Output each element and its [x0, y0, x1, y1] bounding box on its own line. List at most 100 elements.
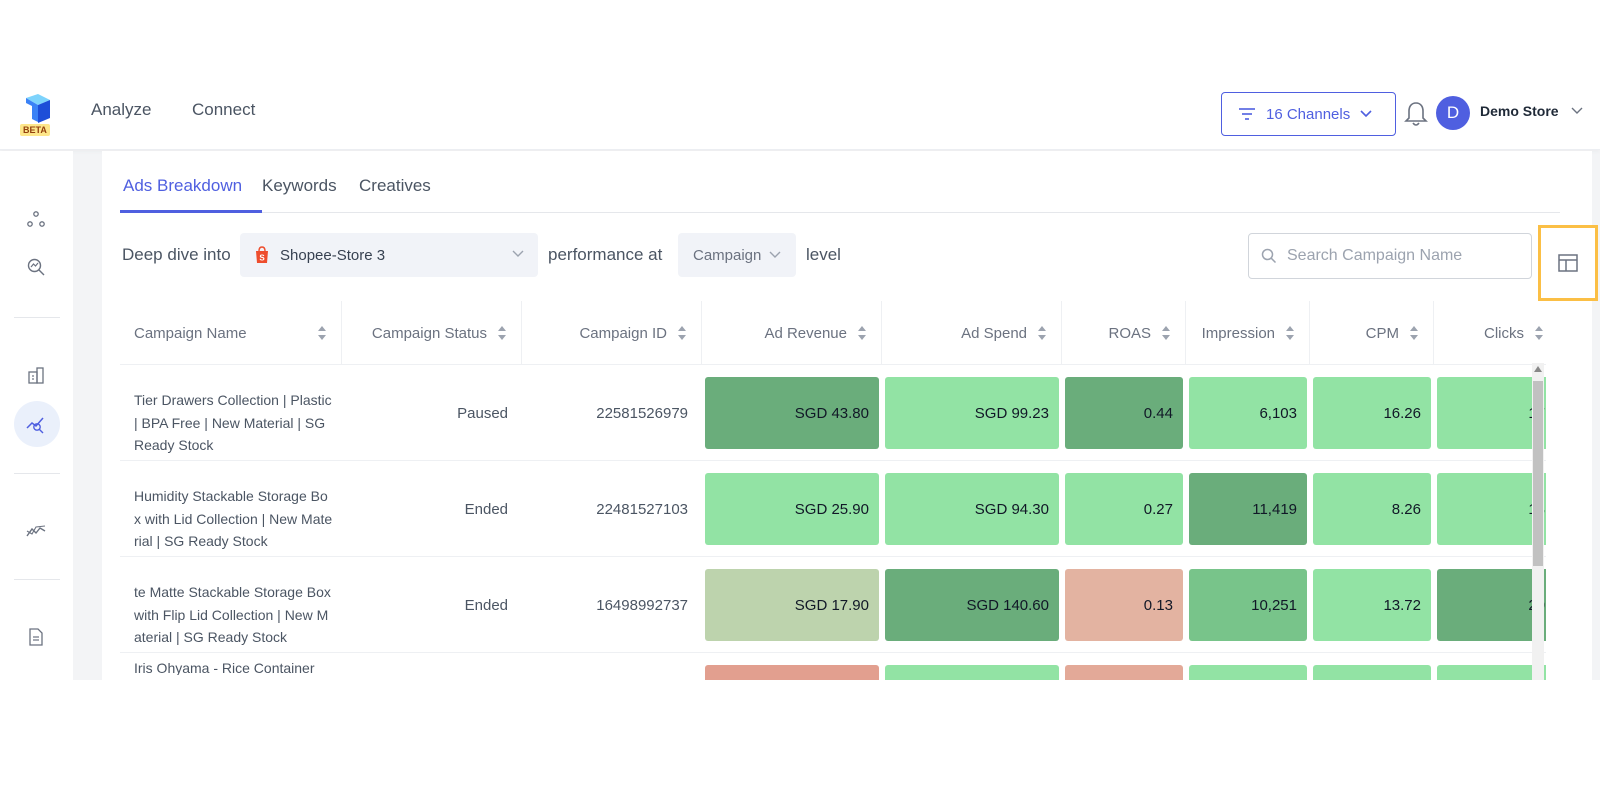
search-box[interactable]: [1248, 233, 1532, 279]
campaign-status-cell: Ended: [464, 596, 508, 614]
sort-icon: [678, 326, 686, 340]
store-select[interactable]: S Shopee-Store 3: [240, 233, 538, 277]
sidebar-divider: [14, 579, 60, 580]
sidebar-item-insights[interactable]: [22, 253, 50, 281]
roas-cell: 0.27: [1065, 473, 1183, 545]
sort-icon: [1286, 326, 1294, 340]
chart-search-icon: [26, 417, 44, 434]
column-header-clicks[interactable]: Clicks: [1434, 301, 1546, 365]
table-row[interactable]: Iris Ohyama - Rice Container: [120, 653, 1546, 680]
column-header-impression[interactable]: Impression: [1186, 301, 1310, 365]
tab-creatives[interactable]: Creatives: [359, 176, 431, 195]
store-select-value: Shopee-Store 3: [280, 246, 386, 264]
sidebar-item-overview[interactable]: [22, 205, 50, 233]
roas-cell: 0.44: [1065, 377, 1183, 449]
level-select-value: Campaign: [693, 246, 762, 264]
column-label: Ad Revenue: [764, 324, 847, 342]
scrollbar-thumb[interactable]: [1533, 381, 1543, 566]
user-avatar[interactable]: D: [1436, 96, 1470, 130]
nav-analyze[interactable]: Analyze: [91, 100, 152, 119]
impression-cell: 10,251: [1189, 569, 1307, 641]
ad-spend-cell: SGD 99.23: [885, 377, 1059, 449]
ad-spend-cell: [885, 665, 1059, 680]
clicks-cell: 17: [1437, 377, 1546, 449]
column-header-ad-spend[interactable]: Ad Spend: [882, 301, 1062, 365]
cpm-cell: [1313, 665, 1431, 680]
nodes-icon: [27, 211, 45, 227]
filter-bar: Deep dive into S Shopee-Store 3 performa…: [120, 225, 1598, 301]
chevron-down-icon: [769, 251, 781, 258]
column-header-campaign-id[interactable]: Campaign ID: [522, 301, 702, 365]
campaign-name-cell: Iris Ohyama - Rice Container: [134, 660, 315, 675]
ad-revenue-cell: SGD 43.80: [705, 377, 879, 449]
filter-prefix-label: Deep dive into: [122, 245, 231, 264]
ad-revenue-cell: [705, 665, 879, 680]
search-icon: [1261, 248, 1277, 264]
table-scrollbar[interactable]: [1532, 363, 1544, 680]
impression-cell: 6,103: [1189, 377, 1307, 449]
cpm-cell: 16.26: [1313, 377, 1431, 449]
campaign-name-cell: Tier Drawers Collection | Plastic | BPA …: [134, 392, 332, 453]
document-icon: [29, 628, 43, 646]
column-header-campaign-name[interactable]: Campaign Name: [120, 301, 342, 365]
campaign-status-cell: Ended: [464, 500, 508, 518]
column-header-campaign-status[interactable]: Campaign Status: [342, 301, 522, 365]
sort-icon: [1038, 326, 1046, 340]
column-settings-button[interactable]: [1538, 225, 1598, 301]
clicks-cell: 20: [1437, 569, 1546, 641]
chevron-down-icon[interactable]: [1570, 104, 1584, 118]
sidebar-item-trends[interactable]: [22, 517, 50, 545]
cpm-cell: 13.72: [1313, 569, 1431, 641]
roas-cell: [1065, 665, 1183, 680]
impression-cell: [1189, 665, 1307, 680]
channels-filter-button[interactable]: 16 Channels: [1221, 92, 1396, 136]
chevron-down-icon: [512, 250, 524, 257]
brand-logo[interactable]: [20, 92, 54, 136]
column-header-cpm[interactable]: CPM: [1310, 301, 1434, 365]
clicks-cell: 13: [1437, 473, 1546, 545]
sidebar-item-reports[interactable]: [22, 623, 50, 651]
svg-text:S: S: [259, 254, 265, 263]
table-row[interactable]: te Matte Stackable Storage Box with Flip…: [120, 557, 1546, 653]
cpm-cell: 8.26: [1313, 473, 1431, 545]
scroll-up-arrow-icon[interactable]: [1534, 366, 1542, 372]
column-label: Clicks: [1484, 324, 1524, 342]
building-icon: [28, 367, 44, 384]
beta-badge: BETA: [20, 124, 50, 136]
filter-suffix-label: level: [806, 245, 841, 264]
campaign-table: Campaign Name Campaign Status Campaign I…: [120, 301, 1546, 680]
table-layout-icon: [1558, 254, 1578, 272]
search-analytics-icon: [27, 258, 45, 276]
filter-icon: [1239, 108, 1255, 120]
shopee-logo-icon: S: [256, 246, 268, 263]
ad-spend-cell: SGD 94.30: [885, 473, 1059, 545]
sidebar: [0, 151, 73, 680]
campaign-name-cell: Humidity Stackable Storage Box with Lid …: [134, 488, 333, 549]
sidebar-item-ads-analysis[interactable]: [22, 410, 50, 438]
sort-icon: [318, 326, 326, 340]
clicks-cell: [1437, 665, 1546, 680]
ad-revenue-cell: SGD 17.90: [705, 569, 879, 641]
tab-bar: Ads Breakdown Keywords Creatives: [120, 151, 1560, 213]
column-label: Campaign Status: [371, 324, 487, 342]
campaign-id-cell: 22481527103: [596, 500, 688, 518]
table-row[interactable]: Humidity Stackable Storage Box with Lid …: [120, 461, 1546, 557]
column-header-ad-revenue[interactable]: Ad Revenue: [702, 301, 882, 365]
tab-keywords[interactable]: Keywords: [262, 176, 337, 195]
sidebar-item-stores[interactable]: [22, 361, 50, 389]
notification-bell-icon[interactable]: [1404, 100, 1428, 128]
campaign-name-cell: te Matte Stackable Storage Box with Flip…: [134, 584, 331, 645]
campaign-status-cell: Paused: [457, 404, 508, 422]
chevron-down-icon: [1360, 110, 1372, 118]
nav-connect[interactable]: Connect: [192, 100, 256, 119]
store-name[interactable]: Demo Store: [1480, 103, 1559, 119]
impression-cell: 11,419: [1189, 473, 1307, 545]
column-header-roas[interactable]: ROAS: [1062, 301, 1186, 365]
search-input[interactable]: [1287, 247, 1527, 265]
top-navbar: BETA Analyze Connect 16 Channels D Demo …: [0, 76, 1600, 150]
table-header: Campaign Name Campaign Status Campaign I…: [120, 301, 1546, 365]
table-row[interactable]: Tier Drawers Collection | Plastic | BPA …: [120, 365, 1546, 461]
level-select[interactable]: Campaign: [678, 233, 796, 277]
tab-ads-breakdown[interactable]: Ads Breakdown: [123, 176, 243, 195]
column-label: Campaign ID: [579, 324, 667, 342]
